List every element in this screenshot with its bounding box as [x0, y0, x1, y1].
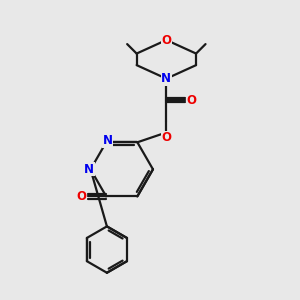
Text: N: N: [161, 72, 171, 85]
Text: O: O: [186, 94, 196, 106]
Text: O: O: [161, 34, 171, 46]
Text: N: N: [103, 134, 112, 147]
Text: N: N: [84, 163, 94, 176]
Text: O: O: [161, 131, 171, 144]
Text: O: O: [76, 190, 86, 203]
